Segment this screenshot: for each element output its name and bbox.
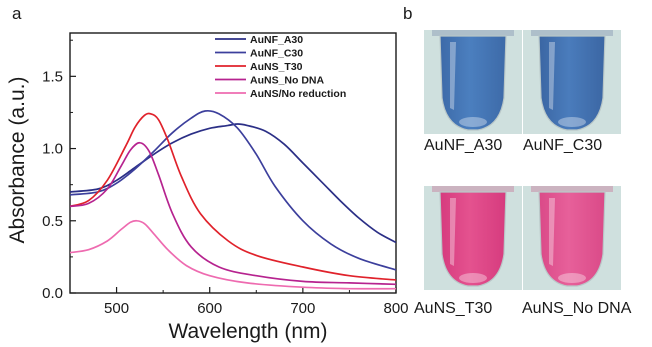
series-line-auns-no-reduction <box>70 219 396 290</box>
tube-image <box>523 186 621 290</box>
legend-label-auns-no-dna: AuNS_No DNA <box>250 75 325 87</box>
y-tick-label: 0.5 <box>42 213 63 230</box>
plot-frame <box>69 32 397 294</box>
tube-image <box>424 30 522 134</box>
chart-frame <box>69 32 397 294</box>
tube-photo-auns-t30 <box>424 186 522 290</box>
absorbance-chart: 500 600 700 800 0.0 0.5 1.0 1.5 AuNF_A30 AuNF_C3… <box>6 32 409 343</box>
series-line-auns-t30 <box>70 112 396 281</box>
tube-label-aunf-c30: AuNF_C30 <box>523 137 603 154</box>
tube-image <box>424 186 522 290</box>
tube-photo-auns-no-dna <box>523 186 621 290</box>
y-tick-label: 1.5 <box>42 68 63 85</box>
legend-label-auns-t30: AuNS_T30 <box>250 61 303 73</box>
tube-label-aunf-a30: AuNF_A30 <box>424 137 503 154</box>
y-tick-label: 1.0 <box>42 141 63 158</box>
x-tick-label: 500 <box>104 300 129 317</box>
tube-photo-aunf-a30 <box>424 30 522 134</box>
series-line-aunf-c30 <box>70 109 396 271</box>
panel-b-letter: b <box>403 4 413 23</box>
x-tick-label: 800 <box>383 300 408 317</box>
legend-label-aunf-a30: AuNF_A30 <box>250 34 303 46</box>
chart-ticks: 500 600 700 800 0.0 0.5 1.0 1.5 <box>42 39 409 317</box>
y-axis-title: Absorbance (a.u.) <box>6 77 29 244</box>
chart-series <box>70 109 396 290</box>
tube-label-auns-no-dna: AuNS_No DNA <box>522 300 632 317</box>
tube-photo-aunf-c30 <box>523 30 621 134</box>
x-tick-label: 600 <box>197 300 222 317</box>
panel-a-letter: a <box>12 4 22 23</box>
y-tick-label: 0.0 <box>42 285 63 302</box>
legend-label-aunf-c30: AuNF_C30 <box>250 48 303 60</box>
tube-image <box>523 30 621 134</box>
x-tick-label: 700 <box>290 300 315 317</box>
series-line-aunf-a30 <box>70 123 396 244</box>
series-line-auns-no-dna <box>70 141 396 286</box>
legend-label-auns-no-reduction: AuNS/No reduction <box>250 88 346 100</box>
x-axis-title: Wavelength (nm) <box>168 320 327 343</box>
tube-label-auns-t30: AuNS_T30 <box>414 300 493 317</box>
